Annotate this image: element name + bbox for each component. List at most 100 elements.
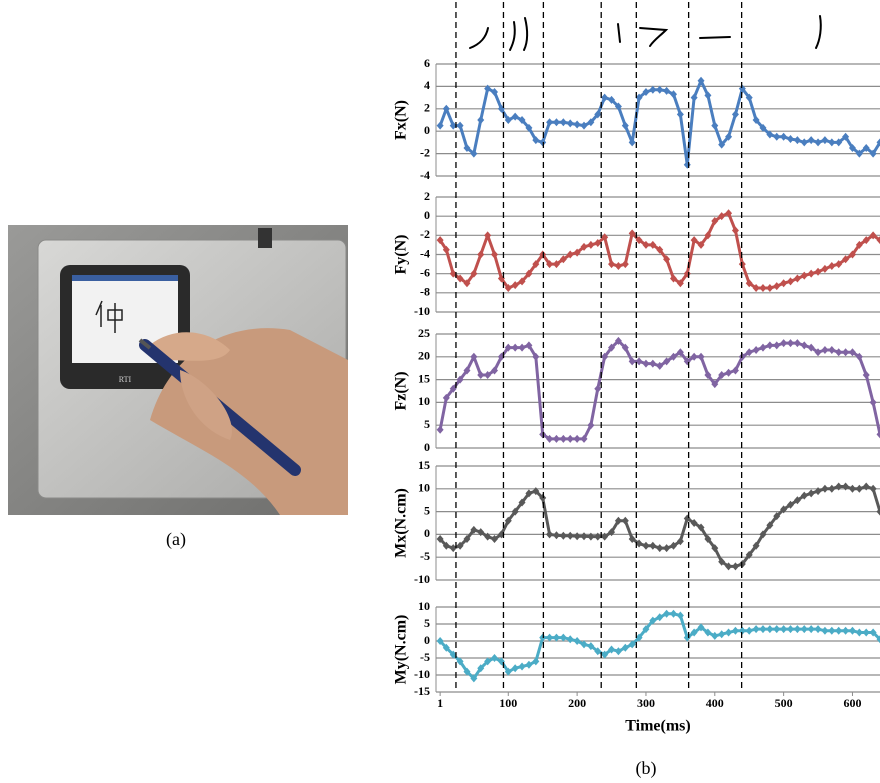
panel-label: (b): [636, 758, 657, 779]
data-point: [815, 625, 822, 633]
data-point: [567, 119, 574, 127]
y-tick-label: -4: [420, 168, 430, 182]
data-point: [835, 627, 842, 635]
y-tick-label: 15: [418, 458, 430, 472]
data-point: [801, 272, 808, 280]
data-point: [794, 274, 801, 282]
y-axis-label: Mx(N.cm): [393, 488, 410, 558]
data-point: [808, 270, 815, 278]
data-point: [732, 627, 739, 635]
data-point: [835, 348, 842, 356]
data-point: [519, 663, 526, 671]
data-point: [780, 133, 787, 141]
y-tick-label: -2: [420, 145, 430, 159]
y-tick-label: -2: [420, 227, 430, 241]
data-point: [725, 369, 732, 377]
data-point: [856, 485, 863, 493]
device-label: RTI: [119, 375, 132, 384]
data-point: [560, 634, 567, 642]
data-point: [560, 532, 567, 540]
y-tick-label: -10: [414, 667, 430, 681]
data-point: [870, 485, 877, 493]
data-point: [615, 262, 622, 270]
y-tick-label: 4: [424, 78, 430, 92]
data-point: [553, 435, 560, 443]
x-tick-label: 400: [706, 696, 724, 710]
data-point: [828, 138, 835, 146]
data-point: [849, 485, 856, 493]
data-point: [670, 610, 677, 618]
data-point: [808, 136, 815, 144]
data-point: [546, 634, 553, 642]
data-line: [440, 81, 880, 165]
data-point: [753, 346, 760, 354]
stroke-sketches: [470, 16, 821, 50]
panel-label: (a): [166, 529, 186, 550]
y-tick-label: 0: [424, 123, 430, 137]
data-point: [759, 344, 766, 352]
data-point: [553, 634, 560, 642]
data-point: [553, 531, 560, 539]
data-point: [608, 260, 615, 268]
data-point: [567, 635, 574, 643]
data-point: [574, 120, 581, 128]
data-point: [870, 398, 877, 406]
data-point: [794, 625, 801, 633]
data-point: [759, 625, 766, 633]
x-axis-label: Time(ms): [625, 718, 690, 735]
data-point: [574, 532, 581, 540]
x-tick-label: 500: [775, 696, 793, 710]
data-point: [642, 360, 649, 368]
y-tick-label: 5: [424, 503, 430, 517]
data-line: [440, 341, 880, 439]
data-point: [677, 612, 684, 620]
figure: RTI (a) (b) -4-20246Fx(N)-10-8-6-4-202Fy…: [0, 0, 880, 783]
data-point: [587, 241, 594, 249]
data-point: [739, 627, 746, 635]
data-point: [828, 485, 835, 493]
data-point: [821, 265, 828, 273]
data-point: [567, 532, 574, 540]
y-tick-label: 5: [424, 417, 430, 431]
data-point: [560, 118, 567, 126]
data-point: [663, 544, 670, 552]
data-point: [732, 110, 739, 118]
y-tick-label: 0: [424, 526, 430, 540]
y-axis-label: Fy(N): [393, 235, 410, 275]
y-tick-label: -8: [420, 285, 430, 299]
data-point: [821, 346, 828, 354]
data-point: [863, 629, 870, 637]
y-axis-label: Fx(N): [393, 100, 410, 140]
data-point: [794, 339, 801, 347]
x-tick-label: 300: [637, 696, 655, 710]
data-point: [574, 435, 581, 443]
data-point: [856, 629, 863, 637]
data-point: [849, 627, 856, 635]
y-tick-label: 25: [418, 326, 430, 340]
data-point: [808, 489, 815, 497]
data-point: [815, 268, 822, 276]
data-point: [477, 116, 484, 124]
data-point: [718, 630, 725, 638]
data-point: [649, 542, 656, 550]
data-point: [780, 279, 787, 287]
y-tick-label: 2: [424, 189, 430, 203]
data-point: [642, 542, 649, 550]
y-tick-label: -5: [420, 549, 430, 563]
data-point: [766, 625, 773, 633]
y-tick-label: 0: [424, 208, 430, 222]
data-point: [828, 346, 835, 354]
data-point: [753, 625, 760, 633]
data-point: [842, 348, 849, 356]
data-point: [553, 118, 560, 126]
data-point: [622, 260, 629, 268]
data-point: [567, 435, 574, 443]
data-point: [821, 485, 828, 493]
y-tick-label: 5: [424, 616, 430, 630]
x-tick-label: 600: [843, 696, 861, 710]
data-point: [821, 627, 828, 635]
y-tick-label: 10: [418, 394, 430, 408]
data-point: [766, 341, 773, 349]
data-point: [780, 339, 787, 347]
data-point: [512, 344, 519, 352]
